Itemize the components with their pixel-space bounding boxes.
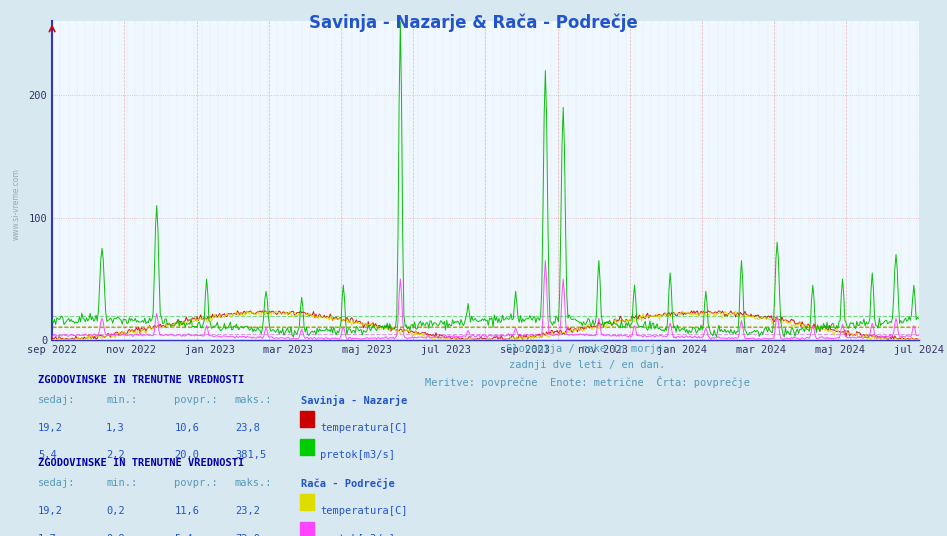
Text: 5,4: 5,4 xyxy=(174,533,193,536)
Text: sedaj:: sedaj: xyxy=(38,478,76,488)
Text: Savinja - Nazarje: Savinja - Nazarje xyxy=(301,394,407,406)
Text: 10,6: 10,6 xyxy=(174,422,199,433)
Text: ZGODOVINSKE IN TRENUTNE VREDNOSTI: ZGODOVINSKE IN TRENUTNE VREDNOSTI xyxy=(38,458,244,468)
Text: ZGODOVINSKE IN TRENUTNE VREDNOSTI: ZGODOVINSKE IN TRENUTNE VREDNOSTI xyxy=(38,375,244,385)
Text: www.si-vreme.com: www.si-vreme.com xyxy=(11,168,21,240)
Text: Savinja - Nazarje & Rača - Podrečje: Savinja - Nazarje & Rača - Podrečje xyxy=(309,13,638,32)
Text: sedaj:: sedaj: xyxy=(38,394,76,405)
Text: 5,4: 5,4 xyxy=(38,450,57,460)
Text: 72,0: 72,0 xyxy=(235,533,259,536)
Text: 23,2: 23,2 xyxy=(235,505,259,516)
Text: 381,5: 381,5 xyxy=(235,450,266,460)
Text: min.:: min.: xyxy=(106,478,137,488)
Text: temperatura[C]: temperatura[C] xyxy=(320,505,407,516)
Text: 20,0: 20,0 xyxy=(174,450,199,460)
Text: 2,2: 2,2 xyxy=(106,450,125,460)
Text: pretok[m3/s]: pretok[m3/s] xyxy=(320,533,395,536)
Text: 11,6: 11,6 xyxy=(174,505,199,516)
Text: 0,2: 0,2 xyxy=(106,505,125,516)
Text: pretok[m3/s]: pretok[m3/s] xyxy=(320,450,395,460)
Text: 19,2: 19,2 xyxy=(38,422,63,433)
Text: maks.:: maks.: xyxy=(235,394,273,405)
Text: 1,7: 1,7 xyxy=(38,533,57,536)
Text: povpr.:: povpr.: xyxy=(174,394,218,405)
Text: povpr.:: povpr.: xyxy=(174,478,218,488)
Text: maks.:: maks.: xyxy=(235,478,273,488)
Text: Meritve: povprečne  Enote: metrične  Črta: povprečje: Meritve: povprečne Enote: metrične Črta:… xyxy=(424,376,750,388)
Text: 23,8: 23,8 xyxy=(235,422,259,433)
Text: Slovenija / reke in morje.: Slovenija / reke in morje. xyxy=(506,344,669,354)
Text: 19,2: 19,2 xyxy=(38,505,63,516)
Text: temperatura[C]: temperatura[C] xyxy=(320,422,407,433)
Text: 0,9: 0,9 xyxy=(106,533,125,536)
Text: 1,3: 1,3 xyxy=(106,422,125,433)
Text: zadnji dve leti / en dan.: zadnji dve leti / en dan. xyxy=(509,360,665,370)
Text: min.:: min.: xyxy=(106,394,137,405)
Text: Rača - Podrečje: Rača - Podrečje xyxy=(301,478,395,489)
